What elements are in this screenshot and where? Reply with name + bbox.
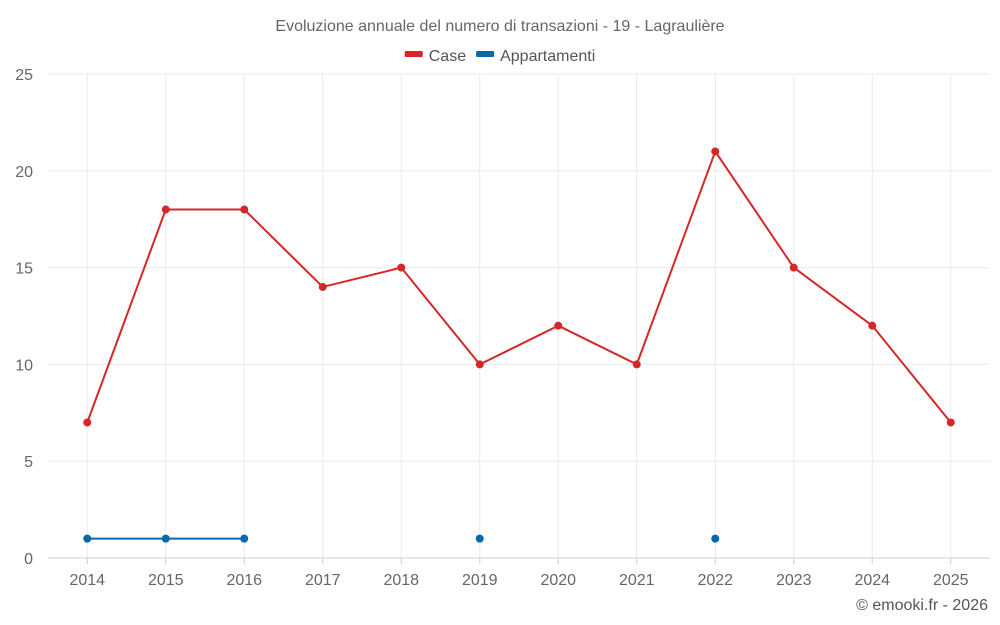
x-tick-label: 2015 [148, 572, 184, 589]
x-tick-label: 2022 [697, 572, 733, 589]
legend-item-appartamenti[interactable]: Appartamenti [476, 48, 595, 65]
y-tick-label: 20 [15, 164, 33, 181]
credit-text: © emooki.fr - 2026 [856, 597, 988, 614]
data-point-appartamenti-2019[interactable] [475, 534, 484, 543]
chart-title: Evoluzione annuale del numero di transaz… [275, 18, 724, 35]
data-point-appartamenti-2016[interactable] [240, 534, 249, 543]
data-point-appartamenti-2014[interactable] [83, 534, 92, 543]
y-tick-label: 0 [24, 551, 33, 568]
legend-label: Case [429, 48, 466, 65]
data-point-case-2021[interactable] [632, 360, 641, 369]
data-point-case-2025[interactable] [946, 418, 955, 427]
x-tick-label: 2024 [854, 572, 890, 589]
legend-swatch [476, 51, 495, 57]
data-point-case-2016[interactable] [240, 205, 249, 214]
x-tick-label: 2020 [540, 572, 576, 589]
grid [48, 73, 990, 559]
y-tick-label: 10 [15, 357, 33, 374]
legend: Case Appartamenti [404, 48, 595, 65]
x-tick-label: 2017 [305, 572, 341, 589]
data-point-case-2023[interactable] [789, 263, 798, 272]
data-point-appartamenti-2015[interactable] [161, 534, 170, 543]
data-point-case-2019[interactable] [475, 360, 484, 369]
x-tick-label: 2023 [776, 572, 812, 589]
x-tick-label: 2025 [933, 572, 969, 589]
series-line-case [86, 150, 952, 424]
legend-label: Appartamenti [500, 48, 595, 65]
legend-swatch [404, 51, 423, 57]
legend-item-case[interactable]: Case [404, 48, 466, 65]
x-tick-label: 2014 [69, 572, 105, 589]
data-point-appartamenti-2022[interactable] [711, 534, 720, 543]
data-point-case-2024[interactable] [868, 321, 877, 330]
data-point-case-2018[interactable] [397, 263, 406, 272]
data-point-case-2015[interactable] [161, 205, 170, 214]
data-point-case-2020[interactable] [554, 321, 563, 330]
y-tick-label: 5 [24, 454, 33, 471]
x-tick-label: 2016 [226, 572, 262, 589]
data-point-case-2022[interactable] [711, 147, 720, 156]
series-case [83, 147, 955, 427]
x-axis: 2014 2015 2016 2017 2018 2019 2020 2021 2022 2023… [69, 558, 969, 589]
data-point-case-2017[interactable] [318, 282, 327, 291]
data-point-case-2014[interactable] [83, 418, 92, 427]
series [83, 147, 955, 543]
series-appartamenti [83, 534, 720, 543]
x-tick-label: 2019 [462, 572, 498, 589]
x-tick-label: 2021 [619, 572, 655, 589]
y-tick-label: 15 [15, 261, 33, 278]
y-axis: 0 5 10 15 20 25 [15, 67, 33, 568]
x-tick-label: 2018 [383, 572, 419, 589]
y-tick-label: 25 [15, 67, 33, 84]
